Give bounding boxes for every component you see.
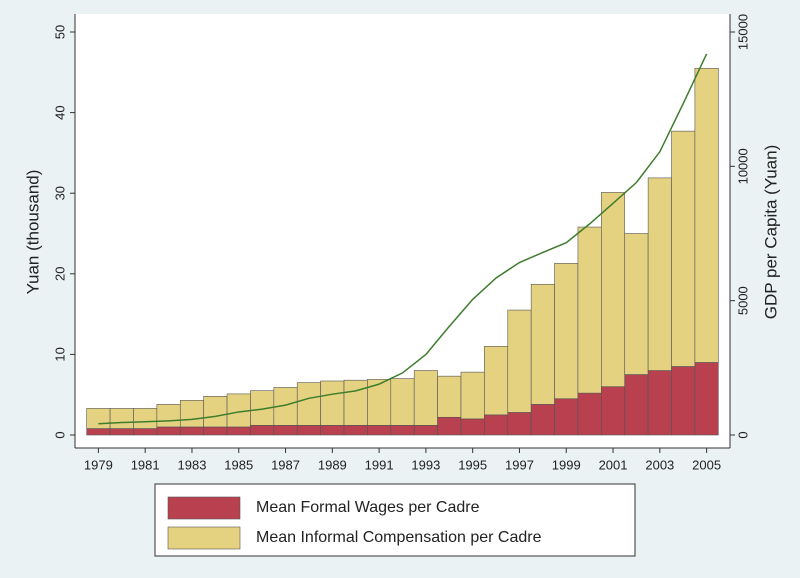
x-tick-label: 1993 bbox=[411, 457, 440, 472]
x-tick-label: 2003 bbox=[645, 457, 674, 472]
x-tick-label: 1987 bbox=[271, 457, 300, 472]
y2-tick-label: 5000 bbox=[735, 286, 750, 315]
bar bbox=[577, 392, 602, 436]
bar bbox=[179, 400, 204, 428]
bar bbox=[320, 425, 345, 436]
y-tick-label: 50 bbox=[52, 25, 67, 39]
bar bbox=[460, 418, 485, 436]
bar bbox=[250, 425, 275, 436]
bar bbox=[203, 396, 228, 428]
y2-tick-label: 15000 bbox=[735, 14, 750, 50]
bar bbox=[390, 425, 415, 436]
y2-tick-label: 10000 bbox=[735, 148, 750, 184]
y-tick-label: 30 bbox=[52, 186, 67, 200]
x-tick-label: 1985 bbox=[224, 457, 253, 472]
bar bbox=[530, 283, 555, 405]
bar bbox=[226, 426, 251, 436]
y2-tick-label: 0 bbox=[735, 431, 750, 438]
bar bbox=[647, 370, 672, 436]
x-tick-label: 1997 bbox=[505, 457, 534, 472]
bar bbox=[671, 366, 696, 436]
legend-label: Mean Formal Wages per Cadre bbox=[256, 499, 480, 516]
bar bbox=[530, 404, 555, 436]
y-tick-label: 0 bbox=[52, 431, 67, 438]
x-tick-label: 1989 bbox=[318, 457, 347, 472]
bar bbox=[156, 404, 181, 428]
legend-swatch bbox=[167, 496, 241, 520]
bar bbox=[179, 426, 204, 436]
bar bbox=[367, 425, 392, 436]
bar bbox=[203, 426, 228, 436]
bar bbox=[624, 233, 649, 375]
bar bbox=[156, 426, 181, 436]
bar bbox=[694, 362, 719, 436]
bar bbox=[320, 380, 345, 426]
bar bbox=[133, 408, 158, 429]
y-axis-label: Yuan (thousand) bbox=[23, 170, 42, 295]
y-tick-label: 40 bbox=[52, 105, 67, 119]
bar bbox=[343, 379, 368, 426]
bar bbox=[343, 425, 368, 436]
bar bbox=[296, 382, 321, 426]
bar bbox=[554, 263, 579, 400]
bar bbox=[647, 177, 672, 371]
x-tick-label: 2001 bbox=[599, 457, 628, 472]
bar bbox=[507, 309, 532, 413]
bar bbox=[484, 346, 509, 416]
bar bbox=[109, 408, 134, 429]
y-tick-label: 20 bbox=[52, 267, 67, 281]
bar bbox=[390, 378, 415, 426]
bar bbox=[86, 428, 111, 436]
bar bbox=[601, 192, 626, 387]
line bbox=[98, 53, 708, 425]
bar bbox=[296, 425, 321, 436]
bar bbox=[437, 375, 462, 418]
bar bbox=[133, 428, 158, 436]
bar bbox=[601, 386, 626, 436]
bar bbox=[437, 416, 462, 436]
legend-label: Mean Informal Compensation per Cadre bbox=[256, 529, 542, 546]
bar bbox=[577, 226, 602, 394]
x-tick-label: 2005 bbox=[692, 457, 721, 472]
bar bbox=[109, 428, 134, 436]
x-tick-label: 1999 bbox=[552, 457, 581, 472]
bar bbox=[694, 67, 719, 363]
x-tick-label: 1979 bbox=[84, 457, 113, 472]
x-tick-label: 1981 bbox=[131, 457, 160, 472]
x-tick-label: 1995 bbox=[458, 457, 487, 472]
bar bbox=[554, 398, 579, 436]
bar bbox=[671, 130, 696, 367]
y-tick-label: 10 bbox=[52, 347, 67, 361]
x-tick-label: 1991 bbox=[365, 457, 394, 472]
x-tick-label: 1983 bbox=[178, 457, 207, 472]
bar bbox=[507, 412, 532, 436]
bar bbox=[484, 414, 509, 436]
bar bbox=[86, 408, 111, 429]
bar bbox=[273, 425, 298, 436]
bar bbox=[624, 374, 649, 436]
bar bbox=[413, 370, 438, 426]
y2-axis-label: GDP per Capita (Yuan) bbox=[761, 145, 780, 320]
legend-swatch bbox=[167, 526, 241, 550]
bar bbox=[413, 425, 438, 436]
bar bbox=[460, 371, 485, 420]
